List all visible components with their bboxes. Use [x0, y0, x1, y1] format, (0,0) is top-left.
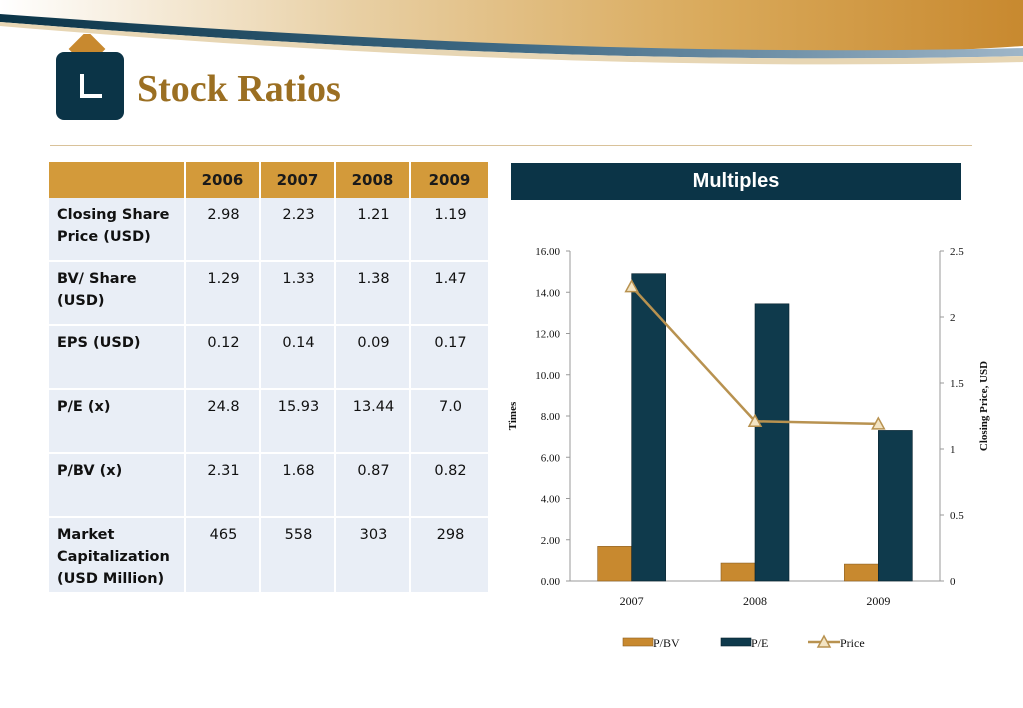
table-cell: 1.38: [335, 261, 411, 326]
right-tick-label: 2.5: [950, 246, 964, 258]
table-cell: 1.33: [260, 261, 336, 326]
company-logo: [56, 34, 124, 120]
left-tick-label: 6.00: [541, 452, 561, 464]
table-cell: 7.0: [410, 389, 490, 454]
legend-swatch-price-marker: [816, 634, 832, 648]
bar-pe: [631, 273, 666, 582]
table-row: BV/ Share (USD) 1.29 1.33 1.38 1.47: [49, 261, 490, 326]
header-swoosh: [0, 0, 1023, 65]
legend-swatch-pe: [720, 637, 752, 647]
row-label: Market Capitalization (USD Million): [49, 517, 186, 594]
bar-pe: [878, 430, 913, 582]
left-tick-label: 2.00: [541, 535, 561, 547]
table-cell: 2.31: [185, 453, 261, 518]
table-row: EPS (USD) 0.12 0.14 0.09 0.17: [49, 325, 490, 390]
legend-label-pe: P/E: [751, 636, 768, 650]
table-cell: 558: [260, 517, 336, 594]
right-tick-label: 0: [950, 576, 956, 588]
column-header: 2008: [335, 162, 411, 198]
ratios-table: 2006 2007 2008 2009 Closing Share Price …: [49, 162, 490, 594]
bar-pbv: [597, 546, 632, 582]
table-cell: 1.29: [185, 261, 261, 326]
table-header-row: 2006 2007 2008 2009: [49, 162, 490, 198]
bar-pbv: [844, 563, 879, 582]
multiples-header: Multiples: [511, 163, 961, 200]
table-cell: 298: [410, 517, 490, 594]
left-tick-label: 14.00: [535, 287, 560, 299]
table-cell: 465: [185, 517, 261, 594]
y2-axis-title: Closing Price, USD: [978, 361, 990, 451]
table-cell: 0.09: [335, 325, 411, 390]
row-label: P/E (x): [49, 389, 186, 454]
left-tick-label: 10.00: [535, 370, 560, 382]
row-label: EPS (USD): [49, 325, 186, 390]
table-cell: 0.82: [410, 453, 490, 518]
table-cell: 2.23: [260, 198, 336, 262]
table-row: Closing Share Price (USD) 2.98 2.23 1.21…: [49, 198, 490, 262]
table-cell: 0.87: [335, 453, 411, 518]
table-cell: 1.47: [410, 261, 490, 326]
table-row: Market Capitalization (USD Million) 465 …: [49, 517, 490, 594]
legend-label-price: Price: [840, 636, 865, 650]
x-tick-label: 2007: [620, 594, 644, 608]
table-cell: 0.12: [185, 325, 261, 390]
left-tick-label: 4.00: [541, 494, 561, 506]
y-axis-title: Times: [507, 401, 519, 430]
multiples-chart: 0.00 2.00 4.00 6.00 8.00 10.00 12.00 14.00 16.00…: [507, 246, 990, 650]
right-tick-label: 1.5: [950, 378, 964, 390]
table-cell: 1.19: [410, 198, 490, 262]
price-point: [871, 416, 886, 430]
row-label: Closing Share Price (USD): [49, 198, 186, 262]
right-tick-label: 1: [950, 444, 956, 456]
table-cell: 1.21: [335, 198, 411, 262]
page-title: Stock Ratios: [137, 68, 341, 110]
row-label: P/BV (x): [49, 453, 186, 518]
column-header: 2007: [260, 162, 336, 198]
left-tick-label: 12.00: [535, 329, 560, 341]
column-header: 2006: [185, 162, 261, 198]
legend-swatch-pbv: [622, 637, 654, 647]
table-cell: 0.14: [260, 325, 336, 390]
table-cell: 2.98: [185, 198, 261, 262]
bar-pe: [754, 303, 790, 582]
row-label: BV/ Share (USD): [49, 261, 186, 326]
right-tick-label: 2: [950, 312, 956, 324]
x-tick-label: 2008: [743, 594, 767, 608]
table-cell: 0.17: [410, 325, 490, 390]
x-tick-label: 2009: [866, 594, 890, 608]
table-cell: 303: [335, 517, 411, 594]
legend-label-pbv: P/BV: [653, 636, 680, 650]
title-divider: [50, 145, 972, 146]
right-tick-label: 0.5: [950, 510, 964, 522]
table-cell: 1.68: [260, 453, 336, 518]
column-header: [49, 162, 186, 198]
price-point: [747, 413, 763, 428]
table-row: P/E (x) 24.8 15.93 13.44 7.0: [49, 389, 490, 454]
left-tick-label: 16.00: [535, 246, 560, 258]
table-cell: 15.93: [260, 389, 336, 454]
table-cell: 13.44: [335, 389, 411, 454]
column-header: 2009: [410, 162, 490, 198]
left-tick-label: 8.00: [541, 411, 561, 423]
table-cell: 24.8: [185, 389, 261, 454]
left-tick-label: 0.00: [541, 576, 561, 588]
price-point: [624, 279, 639, 293]
bar-pbv: [720, 562, 756, 582]
table-row: P/BV (x) 2.31 1.68 0.87 0.82: [49, 453, 490, 518]
